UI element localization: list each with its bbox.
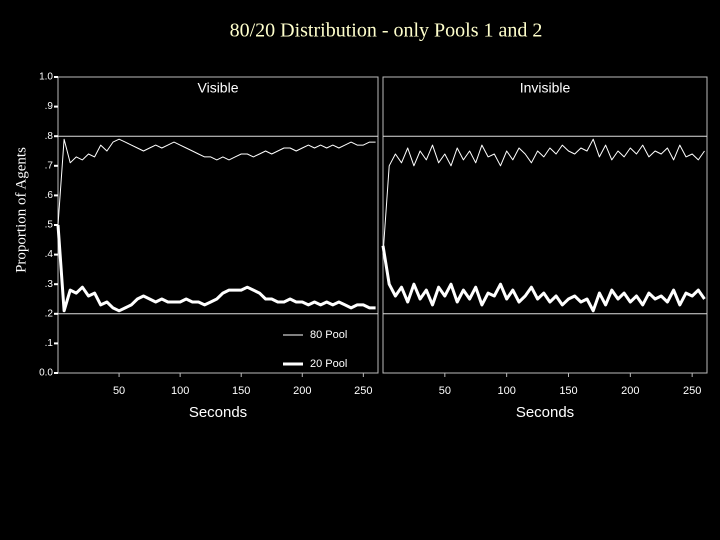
x-axis-label: Seconds [189,404,247,421]
x-tick-label: 250 [354,385,372,397]
x-tick-label: 200 [621,385,639,397]
x-tick-label: 50 [439,385,451,397]
x-tick-label: 100 [171,385,189,397]
y-tick-label: .5 [45,220,54,231]
y-tick-label: .6 [45,190,54,201]
x-axis-label: Seconds [516,404,574,421]
y-tick-label: .3 [45,279,54,290]
x-tick-label: 150 [232,385,250,397]
x-tick-label: 150 [559,385,577,397]
x-tick-label: 250 [683,385,701,397]
x-tick-label: 50 [113,385,125,397]
x-tick-label: 200 [293,385,311,397]
series-line [381,245,706,313]
series-line [382,138,705,255]
y-tick-label: .7 [45,160,54,171]
y-axis-label: Proportion of Agents [13,147,29,273]
y-tick-label: .8 [45,131,54,142]
legend-label: 20 Pool [310,358,347,370]
y-tick-label: .1 [45,338,54,349]
y-tick-label: .9 [45,101,54,112]
y-tick-label: 0.0 [39,368,53,379]
panel-title: Visible [198,80,239,96]
series-line [57,138,376,226]
x-tick-label: 100 [497,385,515,397]
chart-title: 80/20 Distribution - only Pools 1 and 2 [230,20,543,42]
y-tick-label: .4 [45,249,54,260]
y-tick-label: .2 [45,308,54,319]
panel-frame [382,76,708,374]
y-tick-label: 1.0 [39,72,53,83]
series-line [56,224,376,313]
legend-label: 80 Pool [310,329,347,341]
panel-title: Invisible [520,80,571,96]
